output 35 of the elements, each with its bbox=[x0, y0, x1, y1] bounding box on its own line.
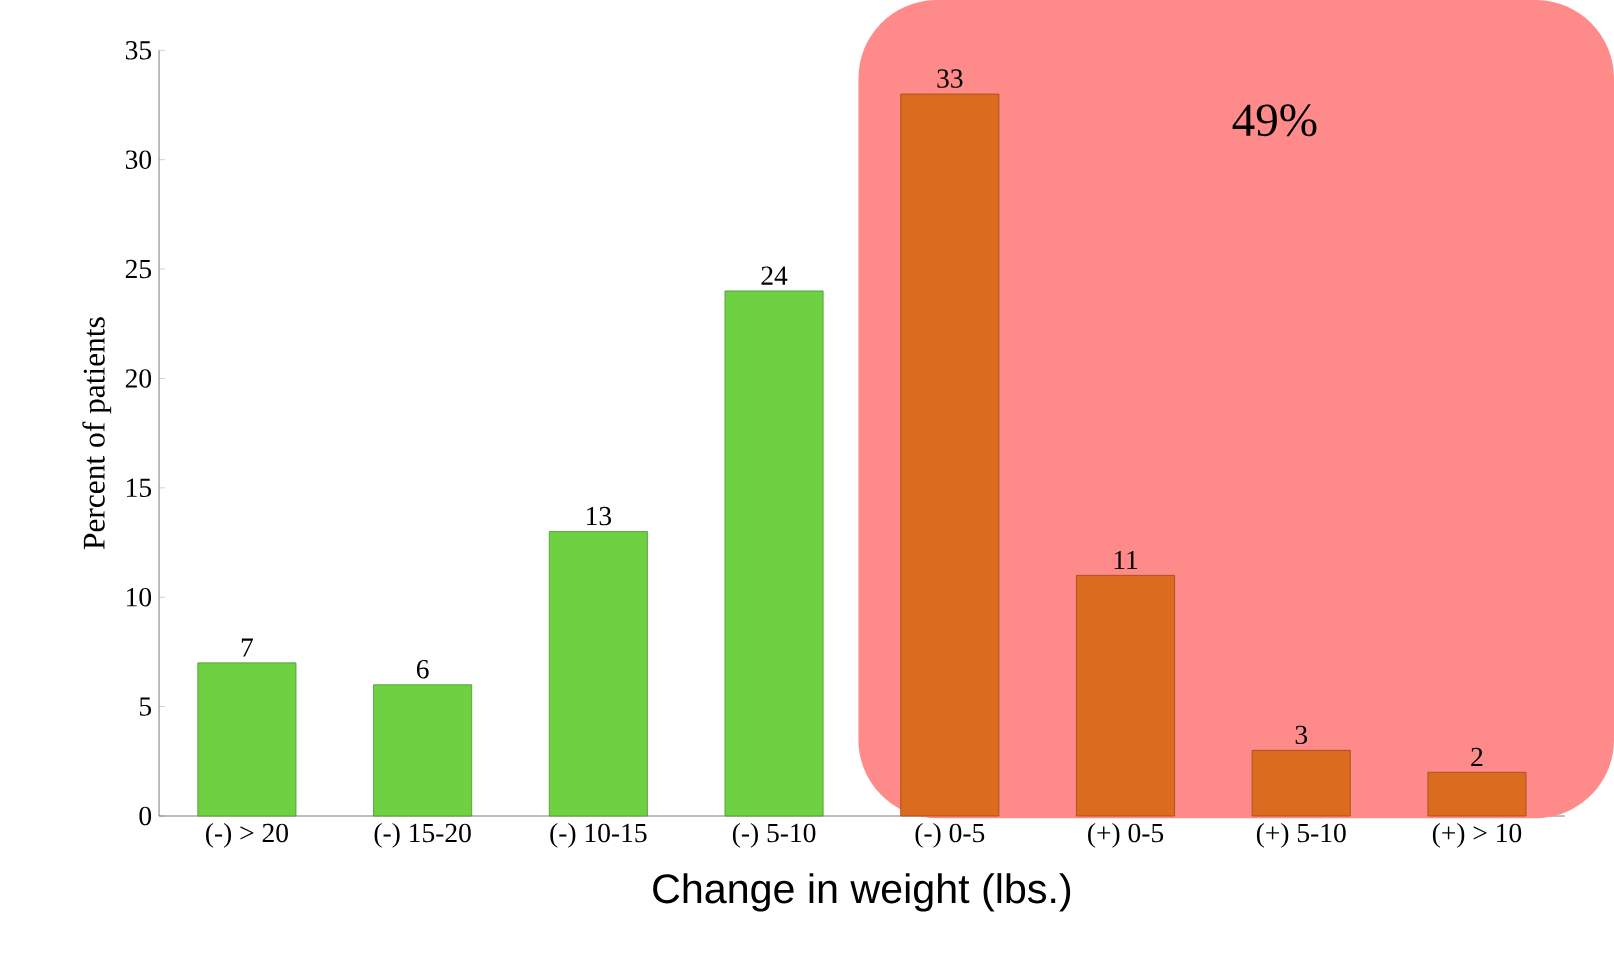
x-tick-label: (-) 10-15 bbox=[550, 822, 647, 848]
data-label: 3 bbox=[1295, 725, 1308, 744]
bar bbox=[1251, 749, 1351, 817]
y-tick-label: 30 bbox=[125, 150, 152, 169]
data-label: 2 bbox=[1471, 747, 1483, 766]
x-tick-label: (+) 0-5 bbox=[1088, 822, 1164, 848]
y-tick-label: 20 bbox=[125, 369, 152, 388]
data-label: 6 bbox=[416, 659, 429, 679]
bar bbox=[1076, 574, 1175, 817]
y-tick-label: 25 bbox=[125, 259, 152, 279]
band-label: 49% bbox=[1232, 104, 1317, 137]
bar bbox=[900, 93, 1000, 817]
y-tick-label: 15 bbox=[127, 478, 152, 497]
bar bbox=[1427, 771, 1527, 817]
y-axis-title: Percent of patients bbox=[82, 317, 112, 550]
x-tick-label: (+) 5-10 bbox=[1256, 822, 1346, 848]
y-tick-label: 5 bbox=[139, 697, 152, 716]
data-label: 24 bbox=[761, 266, 788, 285]
bar bbox=[197, 662, 297, 817]
x-tick-label: (+) > 10 bbox=[1432, 822, 1522, 848]
bar bbox=[373, 684, 473, 817]
y-tick-label: 10 bbox=[127, 587, 152, 607]
x-tick-label: (-) 5-10 bbox=[732, 822, 816, 848]
data-label: 11 bbox=[1114, 550, 1138, 569]
x-axis-title: Change in weight (lbs.) bbox=[653, 873, 1071, 912]
x-tick-label: (-) 15-20 bbox=[374, 822, 471, 848]
y-tick-label: 0 bbox=[139, 806, 152, 826]
data-label: 33 bbox=[937, 69, 963, 88]
data-label: 7 bbox=[241, 638, 253, 657]
x-tick-label: (-) 0-5 bbox=[915, 822, 985, 848]
bar bbox=[548, 531, 648, 817]
x-tick-label: (-) > 20 bbox=[206, 822, 288, 848]
bar bbox=[724, 290, 824, 817]
y-tick-label: 35 bbox=[125, 40, 152, 60]
data-label: 13 bbox=[587, 506, 612, 526]
